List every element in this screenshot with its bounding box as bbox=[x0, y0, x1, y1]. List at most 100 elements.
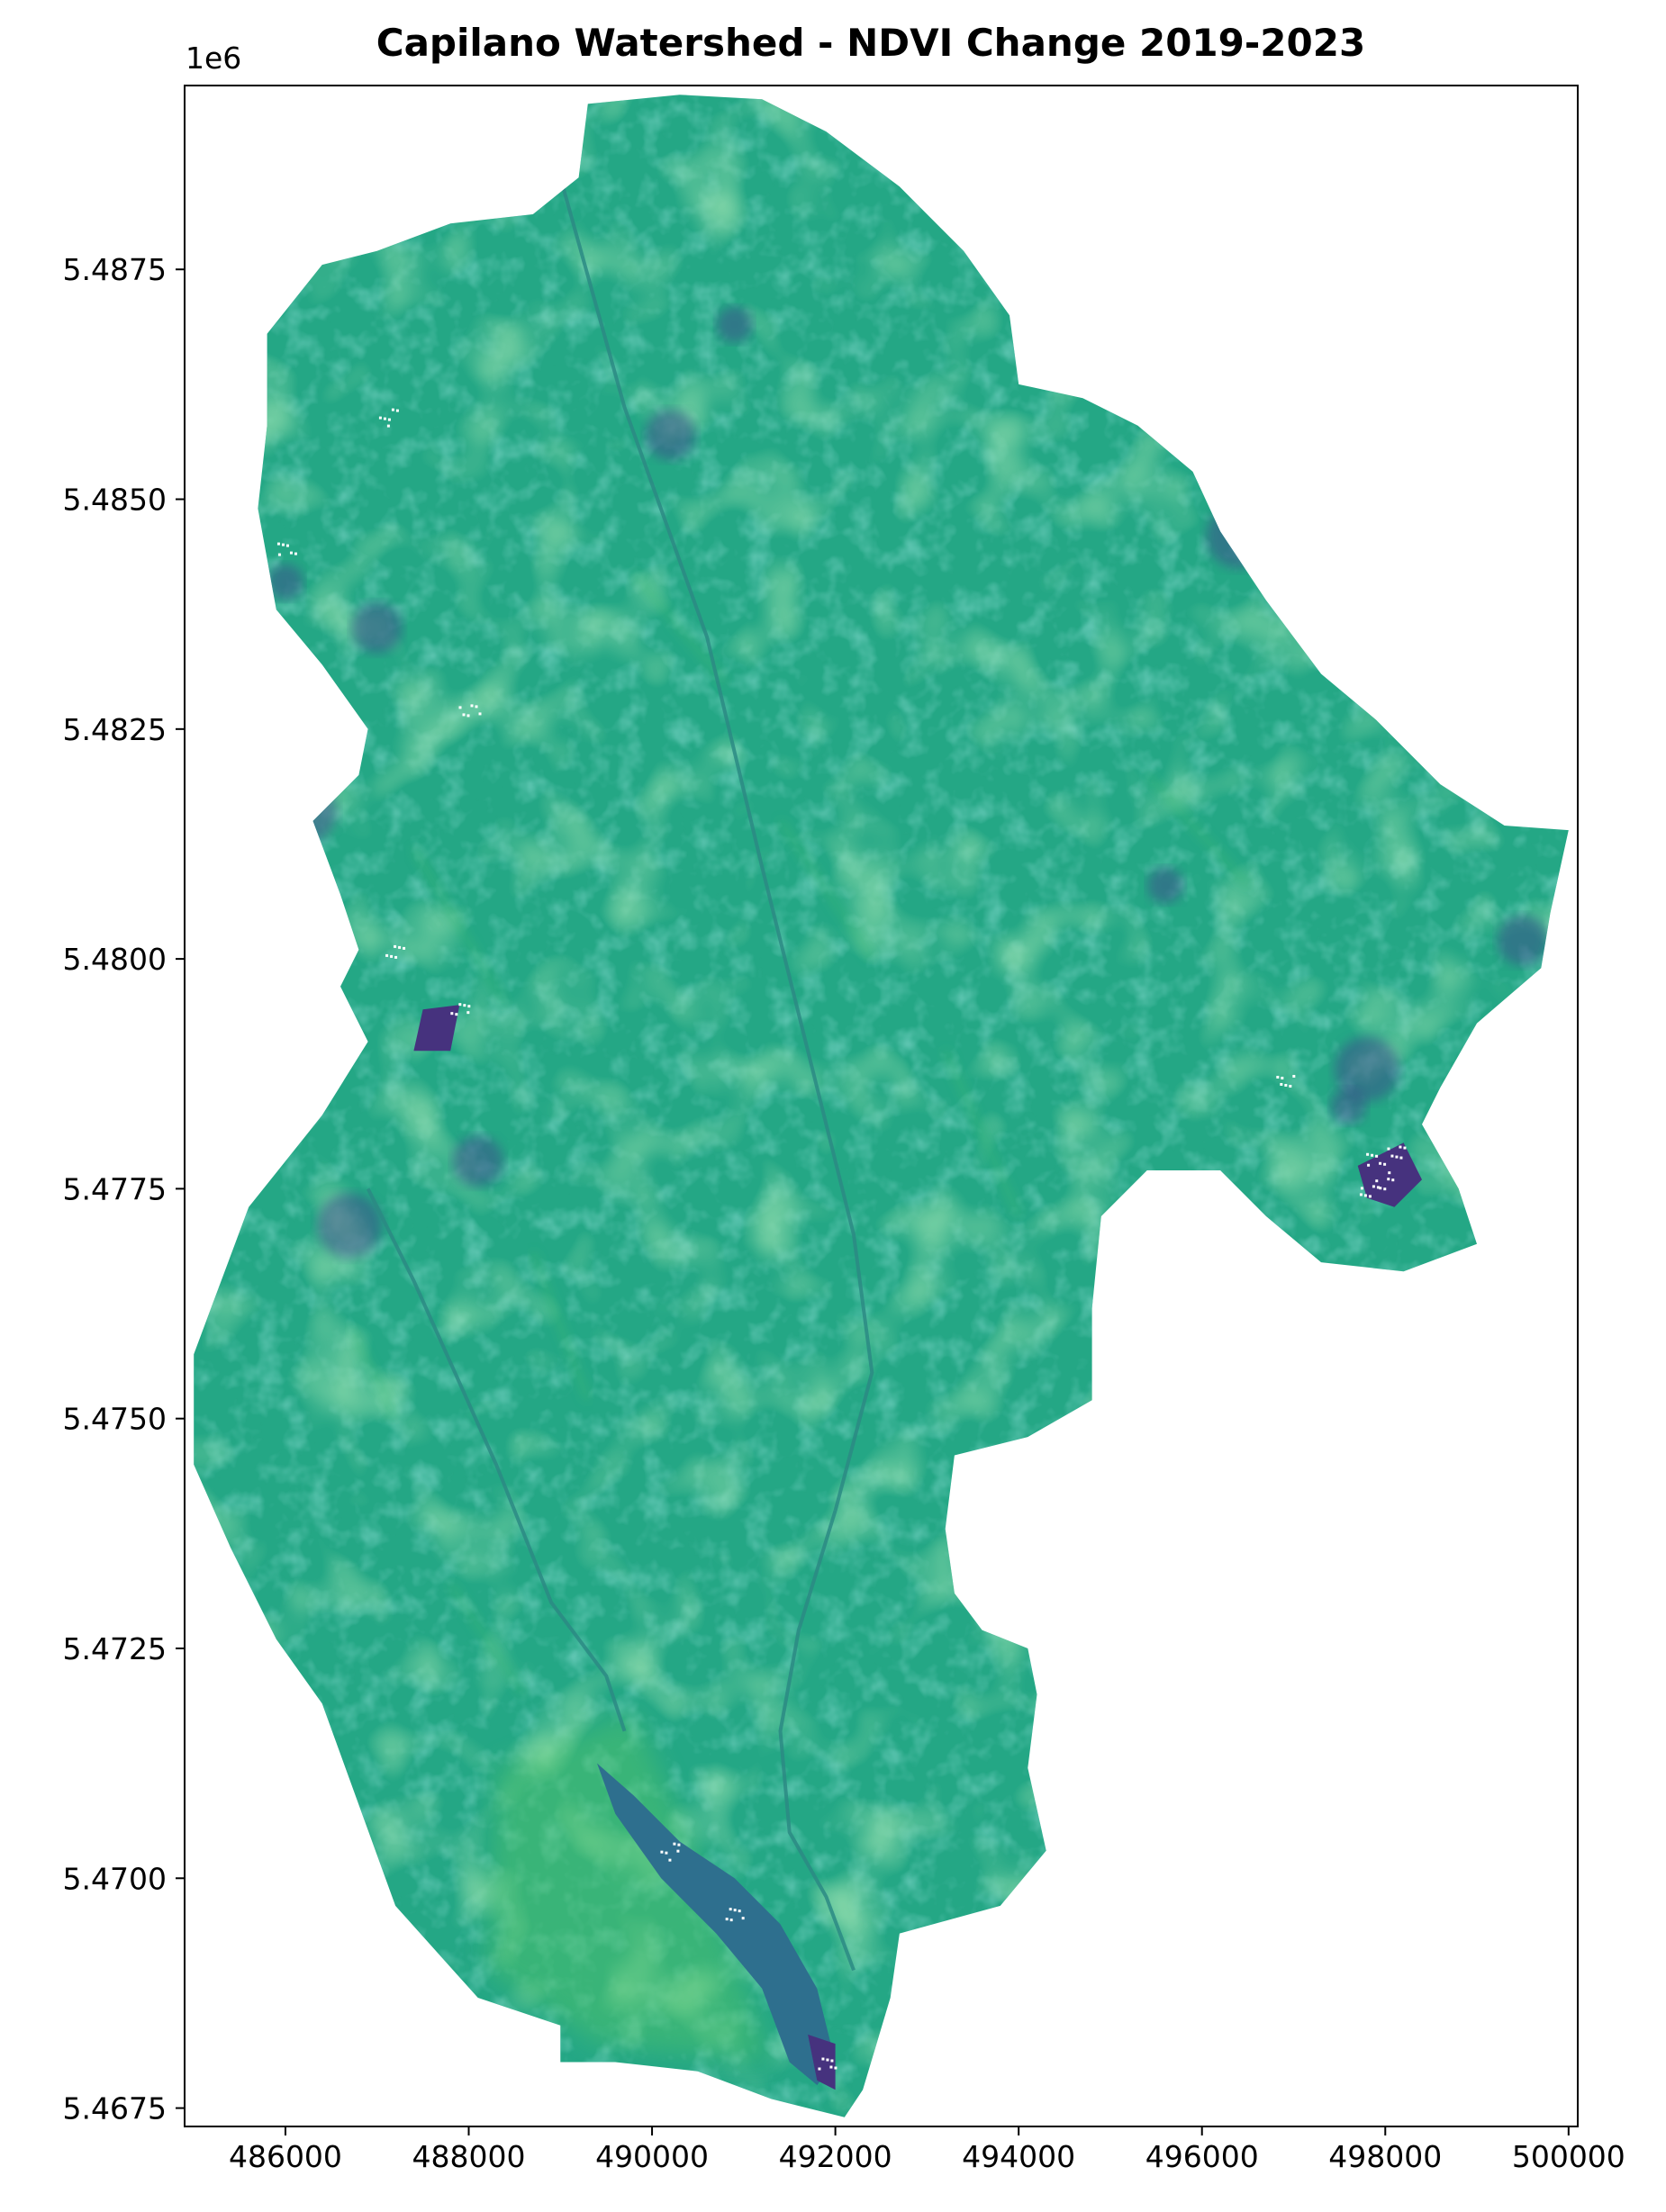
raster-detail bbox=[194, 95, 1569, 2117]
texture-bright-layer bbox=[194, 95, 1569, 2117]
dark-patch bbox=[351, 602, 403, 654]
bright-streak bbox=[347, 1325, 398, 1420]
no-data-pixel bbox=[1289, 1084, 1292, 1088]
no-data-pixel bbox=[385, 953, 389, 957]
no-data-pixel bbox=[1388, 1171, 1391, 1175]
no-data-pixel bbox=[733, 1909, 737, 1912]
no-data-pixel bbox=[1375, 1179, 1379, 1183]
no-data-pixel bbox=[277, 553, 281, 556]
no-data-pixel bbox=[1284, 1083, 1288, 1087]
no-data-pixel bbox=[387, 418, 391, 421]
change-hotspot bbox=[1357, 1142, 1422, 1207]
no-data-pixel bbox=[1280, 1082, 1283, 1086]
no-data-pixel bbox=[729, 1919, 733, 1922]
dark-patch bbox=[267, 564, 303, 600]
no-data-pixel bbox=[725, 1918, 729, 1921]
no-data-pixel bbox=[458, 1003, 462, 1007]
x-tick-label: 490000 bbox=[595, 2139, 709, 2174]
no-data-pixel bbox=[1376, 1186, 1380, 1189]
no-data-pixel bbox=[394, 955, 398, 959]
no-data-pixel bbox=[391, 408, 394, 411]
no-data-pixel bbox=[1371, 1153, 1374, 1157]
y-tick-label: 5.4675 bbox=[63, 2091, 167, 2126]
no-data-pixel bbox=[466, 714, 470, 718]
no-data-pixel bbox=[289, 551, 293, 555]
change-hotspot bbox=[413, 1005, 460, 1052]
no-data-pixel bbox=[390, 954, 394, 958]
x-tick-label: 498000 bbox=[1328, 2139, 1442, 2174]
y-tick-label: 5.4875 bbox=[63, 252, 167, 287]
no-data-pixel bbox=[673, 1842, 676, 1846]
y-tick-label: 5.4800 bbox=[63, 942, 167, 977]
no-data-pixel bbox=[821, 2057, 825, 2061]
no-data-pixel bbox=[462, 713, 466, 717]
axes: 486000 488000 490000 492000 494000 496000 4980… bbox=[63, 85, 1625, 2174]
no-data-pixel bbox=[1375, 1154, 1379, 1158]
no-data-pixel bbox=[738, 1910, 741, 1913]
no-data-pixel bbox=[466, 1011, 470, 1015]
change-hotspot bbox=[808, 2034, 836, 2090]
no-data-pixel bbox=[830, 2059, 834, 2063]
dark-patch bbox=[1206, 503, 1272, 569]
no-data-pixel bbox=[834, 2066, 838, 2070]
x-tick-label: 500000 bbox=[1512, 2139, 1625, 2174]
bright-slope-region bbox=[486, 1712, 772, 2063]
no-data-pixel bbox=[1383, 1162, 1387, 1166]
no-data-pixel bbox=[1372, 1185, 1375, 1188]
dark-patch bbox=[1497, 915, 1548, 966]
no-data-pixel bbox=[1391, 1178, 1395, 1182]
no-data-pixel bbox=[660, 1850, 664, 1854]
no-data-pixel bbox=[398, 945, 402, 949]
no-data-pixel bbox=[1379, 1187, 1382, 1190]
no-data-pixel bbox=[395, 409, 399, 412]
no-data-pixel bbox=[475, 705, 478, 709]
no-data-pixel bbox=[1390, 1154, 1394, 1158]
river-channel bbox=[558, 176, 874, 1512]
no-data-pixel bbox=[1359, 1193, 1363, 1196]
y-tick-label: 5.4750 bbox=[63, 1402, 167, 1437]
y-tick-label: 5.4825 bbox=[63, 712, 167, 747]
bright-streak bbox=[631, 571, 728, 685]
y-axis-offset-label: 1e6 bbox=[186, 41, 241, 76]
no-data-pixel bbox=[458, 706, 462, 709]
y-tick-label: 5.4700 bbox=[63, 1861, 167, 1896]
y-tick-label: 5.4850 bbox=[63, 483, 167, 518]
no-data-pixel bbox=[383, 417, 386, 420]
no-data-pixel bbox=[470, 704, 474, 708]
river-channel bbox=[366, 1187, 627, 1732]
no-data-pixel bbox=[1399, 1145, 1402, 1149]
x-tick-label: 494000 bbox=[962, 2139, 1075, 2174]
x-tick-label: 496000 bbox=[1145, 2139, 1259, 2174]
no-data-pixel bbox=[676, 1849, 680, 1853]
no-data-pixel bbox=[467, 1005, 471, 1008]
no-data-pixel bbox=[478, 712, 482, 716]
no-data-pixel bbox=[455, 1013, 458, 1016]
no-data-pixel bbox=[729, 1908, 732, 1911]
no-data-pixel bbox=[818, 2067, 821, 2071]
no-data-pixel bbox=[450, 1012, 454, 1016]
dark-patch bbox=[645, 410, 696, 461]
bright-streak bbox=[943, 1050, 1021, 1218]
no-data-pixel bbox=[1281, 1076, 1284, 1079]
no-data-pixel bbox=[294, 552, 297, 555]
y-tick-label: 5.4775 bbox=[63, 1171, 167, 1206]
no-data-pixel bbox=[741, 1917, 745, 1920]
no-data-pixel bbox=[1276, 1075, 1280, 1079]
no-data-pixel bbox=[1368, 1195, 1372, 1198]
no-data-pixel bbox=[463, 1004, 466, 1007]
no-data-pixel bbox=[1387, 1178, 1390, 1181]
plot-frame bbox=[184, 85, 1579, 2127]
no-data-pixel bbox=[1395, 1155, 1399, 1159]
no-data-pixel bbox=[394, 944, 397, 948]
no-data-pixel bbox=[1360, 1187, 1363, 1190]
no-data-pixel bbox=[1403, 1146, 1407, 1150]
reservoir bbox=[597, 1763, 836, 2085]
no-data-pixel bbox=[665, 1851, 668, 1855]
no-data-pixel bbox=[1379, 1161, 1382, 1165]
no-data-pixel bbox=[403, 946, 406, 950]
no-data-pixel bbox=[1387, 1147, 1390, 1151]
no-data-pixel bbox=[1363, 1194, 1367, 1197]
no-data-pixel bbox=[1367, 1163, 1371, 1167]
